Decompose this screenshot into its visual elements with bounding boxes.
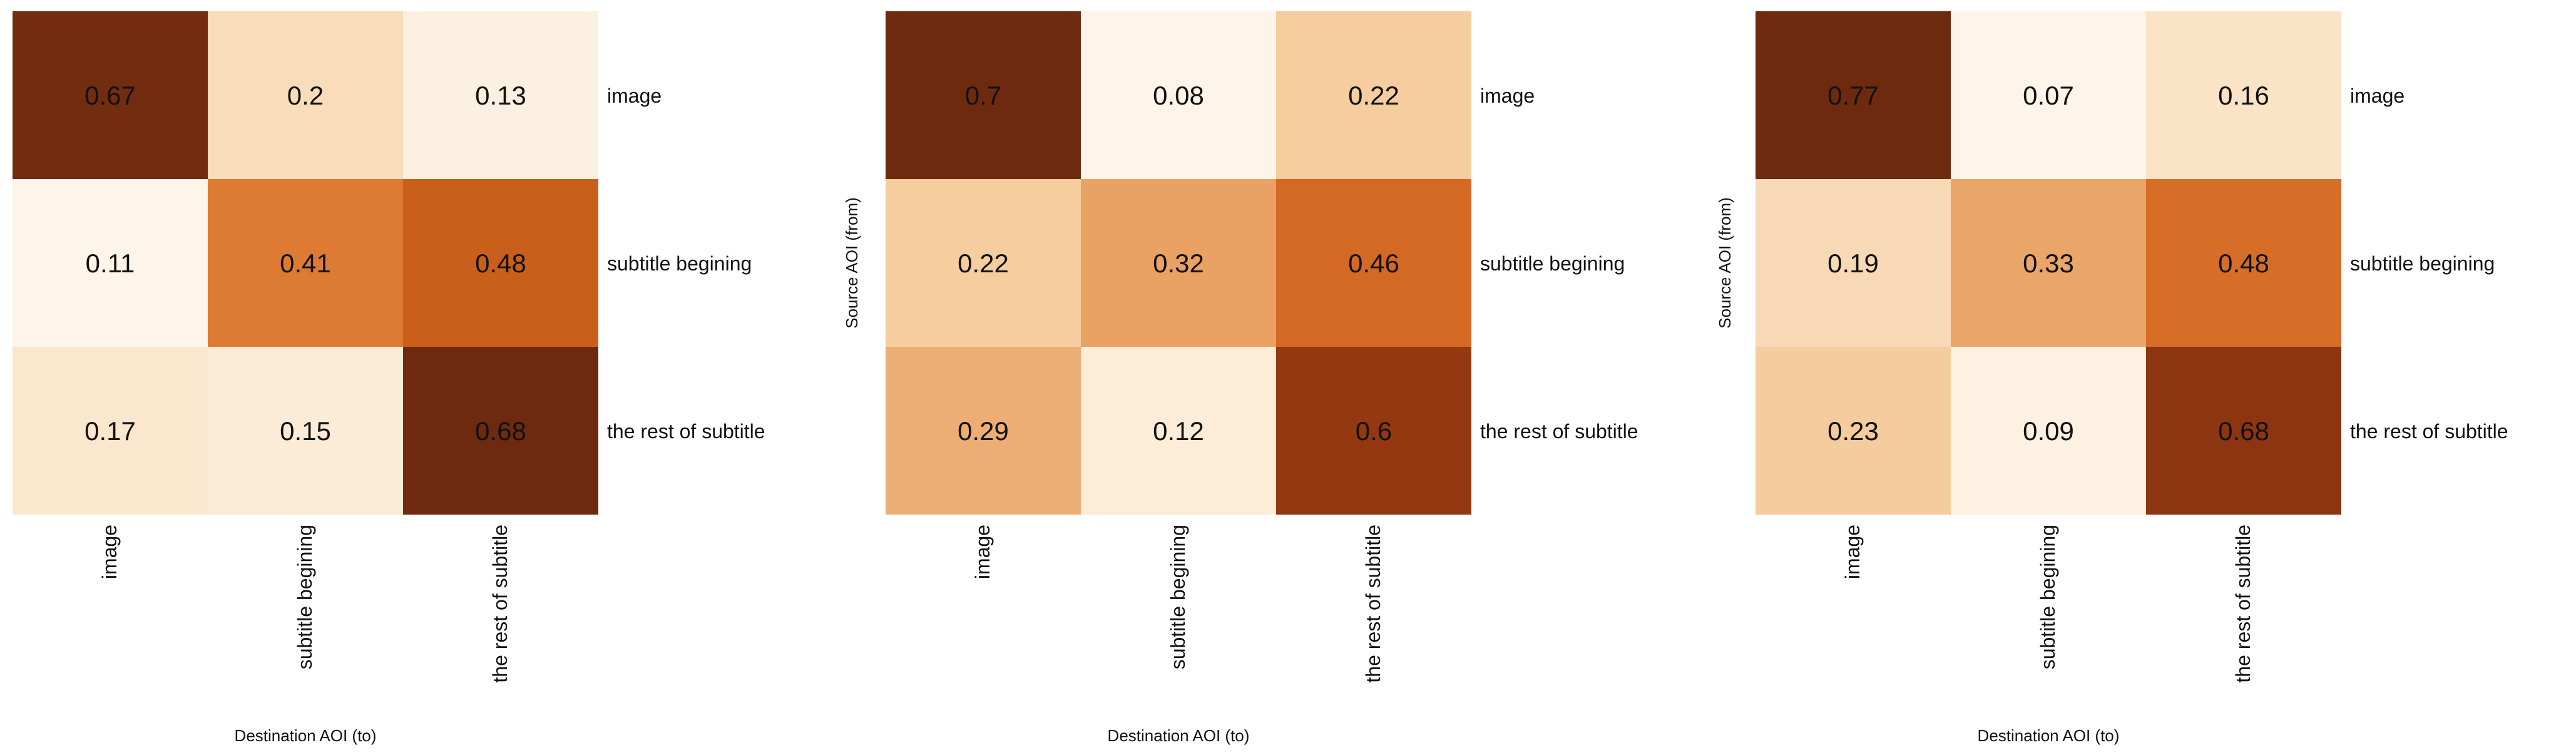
heatmap-cell <box>1756 11 1951 179</box>
heatmap-cell <box>1951 11 2146 179</box>
cell-value-label: 0.67 <box>84 81 136 110</box>
heatmap-cell <box>1276 179 1471 347</box>
x-tick-label: subtitle begining <box>294 525 316 669</box>
heatmap-cell <box>1951 347 2146 515</box>
heatmap-cell <box>208 347 403 515</box>
heatmap-cell <box>403 179 598 347</box>
y-tick-label: the rest of subtitle <box>2350 420 2508 443</box>
y-tick-label: the rest of subtitle <box>1480 420 1638 443</box>
y-axis-label: Source AOI (from) <box>1715 197 1734 329</box>
x-axis-label: Destination AOI (to) <box>1978 726 2120 745</box>
heatmap-cell <box>1081 11 1276 179</box>
heatmap-cell <box>2146 179 2341 347</box>
cell-value-label: 0.48 <box>475 249 526 278</box>
heatmap-cell <box>1756 179 1951 347</box>
heatmap-cell <box>208 11 403 179</box>
heatmap-cell <box>403 347 598 515</box>
x-tick-label: image <box>971 525 994 579</box>
x-tick-label: image <box>98 525 121 579</box>
heatmap-cell <box>1951 179 2146 347</box>
heatmap-cell <box>886 11 1081 179</box>
cell-value-label: 0.29 <box>958 416 1009 446</box>
heatmap-panel-1: 0.67 0.2 0.13 0.11 0.41 0.48 0.17 0.15 0.68 image… <box>13 11 861 745</box>
x-tick-label: image <box>1841 525 1864 579</box>
heatmap-cell <box>403 11 598 179</box>
cell-value-label: 0.15 <box>280 416 331 446</box>
cell-value-label: 0.77 <box>1827 81 1879 110</box>
cell-value-label: 0.08 <box>1153 81 1204 110</box>
heatmap-cell <box>13 179 208 347</box>
cell-value-label: 0.2 <box>287 81 324 110</box>
x-axis-label: Destination AOI (to) <box>1108 726 1250 745</box>
heatmap-cell <box>208 179 403 347</box>
x-axis-label: Destination AOI (to) <box>235 726 377 745</box>
heatmap-cell <box>1276 347 1471 515</box>
x-tick-label: subtitle begining <box>2037 525 2059 669</box>
cell-value-label: 0.11 <box>86 249 135 278</box>
heatmap-panel-3: 0.77 0.07 0.16 0.19 0.33 0.48 0.23 0.09 0.68 imag… <box>1756 11 2508 745</box>
heatmap-cell <box>886 179 1081 347</box>
cell-value-label: 0.7 <box>965 81 1001 110</box>
heatmap-cell <box>1276 11 1471 179</box>
y-tick-label: subtitle begining <box>2350 252 2495 275</box>
y-tick-label: image <box>607 85 662 107</box>
heatmap-panel-2: 0.7 0.08 0.22 0.22 0.32 0.46 0.29 0.12 0.6 image s… <box>886 11 1734 745</box>
x-tick-label: the rest of subtitle <box>1362 525 1384 683</box>
y-tick-label: image <box>1480 85 1535 107</box>
heatmap-cell <box>13 347 208 515</box>
cell-value-label: 0.32 <box>1153 249 1204 278</box>
heatmap-cell <box>2146 11 2341 179</box>
cell-value-label: 0.16 <box>2218 81 2269 110</box>
y-tick-label: subtitle begining <box>1480 252 1625 275</box>
cell-value-label: 0.48 <box>2218 249 2269 278</box>
cell-value-label: 0.07 <box>2023 81 2074 110</box>
cell-value-label: 0.13 <box>475 81 526 110</box>
heatmap-cell <box>2146 347 2341 515</box>
cell-value-label: 0.12 <box>1153 416 1204 446</box>
cell-value-label: 0.68 <box>2218 416 2269 446</box>
cell-value-label: 0.6 <box>1356 416 1392 446</box>
x-tick-label: subtitle begining <box>1167 525 1189 669</box>
heatmap-cell <box>886 347 1081 515</box>
heatmap-cell <box>1081 347 1276 515</box>
heatmap-cell <box>1081 179 1276 347</box>
y-tick-label: the rest of subtitle <box>607 420 765 443</box>
cell-value-label: 0.09 <box>2023 416 2074 446</box>
heatmap-cell <box>1756 347 1951 515</box>
heatmap-cell <box>13 11 208 179</box>
cell-value-label: 0.46 <box>1348 249 1399 278</box>
cell-value-label: 0.41 <box>280 249 331 278</box>
y-tick-label: image <box>2350 85 2405 107</box>
y-axis-label: Source AOI (from) <box>842 197 861 329</box>
cell-value-label: 0.33 <box>2023 249 2074 278</box>
cell-value-label: 0.19 <box>1827 249 1879 278</box>
cell-value-label: 0.22 <box>1348 81 1399 110</box>
cell-value-label: 0.23 <box>1827 416 1879 446</box>
cell-value-label: 0.17 <box>84 416 136 446</box>
x-tick-label: the rest of subtitle <box>2232 525 2254 683</box>
x-tick-label: the rest of subtitle <box>489 525 511 683</box>
cell-value-label: 0.22 <box>958 249 1009 278</box>
y-tick-label: subtitle begining <box>607 252 752 275</box>
cell-value-label: 0.68 <box>475 416 526 446</box>
